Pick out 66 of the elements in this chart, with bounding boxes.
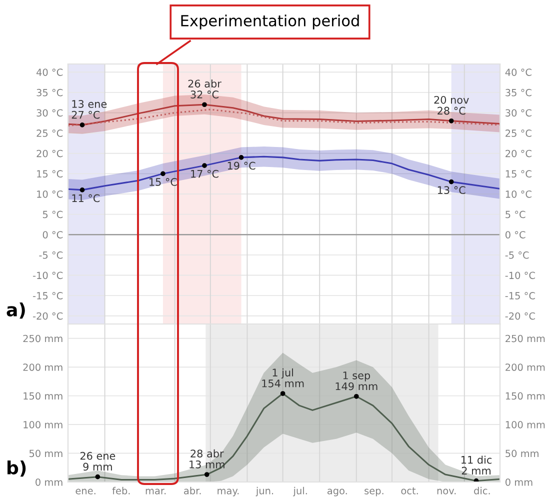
y2-tick-label: 15 °C — [506, 170, 532, 178]
y2-tick-label: 10 °C — [506, 190, 532, 198]
annotation: 13 ene 27 °C — [72, 100, 107, 119]
y-tick-label: 0 °C — [42, 231, 63, 238]
y-tick-label: 150 mm — [24, 392, 62, 400]
x-tick-label: feb. — [112, 486, 130, 494]
annotation: 26 abr 32 °C — [188, 80, 222, 98]
y2-tick-label: 35 °C — [506, 88, 532, 96]
text: b) — [8, 460, 26, 477]
y2-tick-label: 150 mm — [506, 392, 545, 400]
y-tick-label: 25 °C — [36, 130, 63, 137]
x-tick-label: nov. — [437, 488, 456, 494]
line-series — [68, 108, 500, 127]
annotation: 11 °C — [72, 194, 100, 202]
y-tick-label: 50 mm — [29, 450, 62, 458]
y2-tick-label: -20 °C — [505, 312, 535, 320]
y2-tick-label: 25 °C — [506, 130, 532, 137]
annotation: 1 sep 149 mm — [336, 372, 378, 390]
x-tick-label: dic. — [474, 486, 490, 494]
annotation: 20 nov 28 °C — [434, 96, 469, 115]
text: a) — [6, 302, 25, 319]
y-tick-label: 250 mm — [23, 334, 62, 342]
y-tick-label: -10 °C — [32, 272, 63, 280]
y2-tick-label: 40 °C — [505, 68, 532, 76]
y2-tick-label: -5 °C — [505, 251, 529, 259]
y-tick-label: 15 °C — [37, 170, 63, 178]
y2-tick-label: -10 °C — [505, 272, 535, 280]
x-tick-label: mar. — [146, 488, 166, 494]
annotation: 11 dic 2 mm — [462, 456, 492, 475]
y-tick-label: 30 °C — [36, 109, 63, 117]
annotation: 1 jul 154 mm — [262, 368, 304, 388]
x-tick-label: abr. — [184, 486, 201, 494]
y-tick-label: 40 °C — [36, 68, 63, 76]
y-tick-label: 100 mm — [24, 421, 62, 428]
x-tick-label: sep. — [364, 488, 384, 496]
y2-tick-label: 250 mm — [506, 334, 545, 342]
y-tick-label: 20 °C — [36, 150, 63, 158]
y-tick-label: -5 °C — [39, 251, 63, 259]
annotation: 13 °C — [438, 186, 466, 194]
y2-tick-label: 0 °C — [506, 231, 526, 238]
x-tick-label: may. — [218, 488, 239, 496]
y-tick-label: -15 °C — [32, 292, 63, 300]
y-tick-label: 10 °C — [37, 190, 63, 198]
y2-tick-label: 30 °C — [506, 109, 532, 117]
y2-tick-label: 5 °C — [506, 210, 526, 218]
y2-tick-label: 0 mm — [506, 478, 532, 486]
x-tick-label: ene. — [76, 488, 96, 494]
y2-tick-label: 20 °C — [506, 150, 532, 158]
text: Experimentation period — [181, 14, 359, 30]
y-tick-label: 0 mm — [36, 478, 62, 486]
y2-tick-label: 100 mm — [506, 421, 545, 428]
y-tick-label: 200 mm — [23, 364, 62, 371]
y2-tick-label: 50 mm — [506, 450, 538, 458]
y-tick-label: -20 °C — [32, 312, 63, 320]
x-tick-label: ago. — [327, 488, 347, 496]
y-tick-label: 35 °C — [36, 88, 63, 96]
annotation: 15 °C — [150, 178, 177, 186]
y2-tick-label: -15 °C — [505, 292, 535, 300]
y2-tick-label: 200 mm — [506, 364, 545, 371]
y-tick-label: 5 °C — [42, 210, 63, 218]
annotation: 19 °C — [228, 162, 256, 170]
x-tick-label: jul. — [293, 486, 307, 496]
x-tick-label: jun. — [256, 486, 274, 496]
annotation: 17 °C — [191, 170, 218, 178]
x-tick-label: oct. — [401, 487, 418, 494]
annotation: 26 ene 9 mm — [80, 452, 116, 471]
